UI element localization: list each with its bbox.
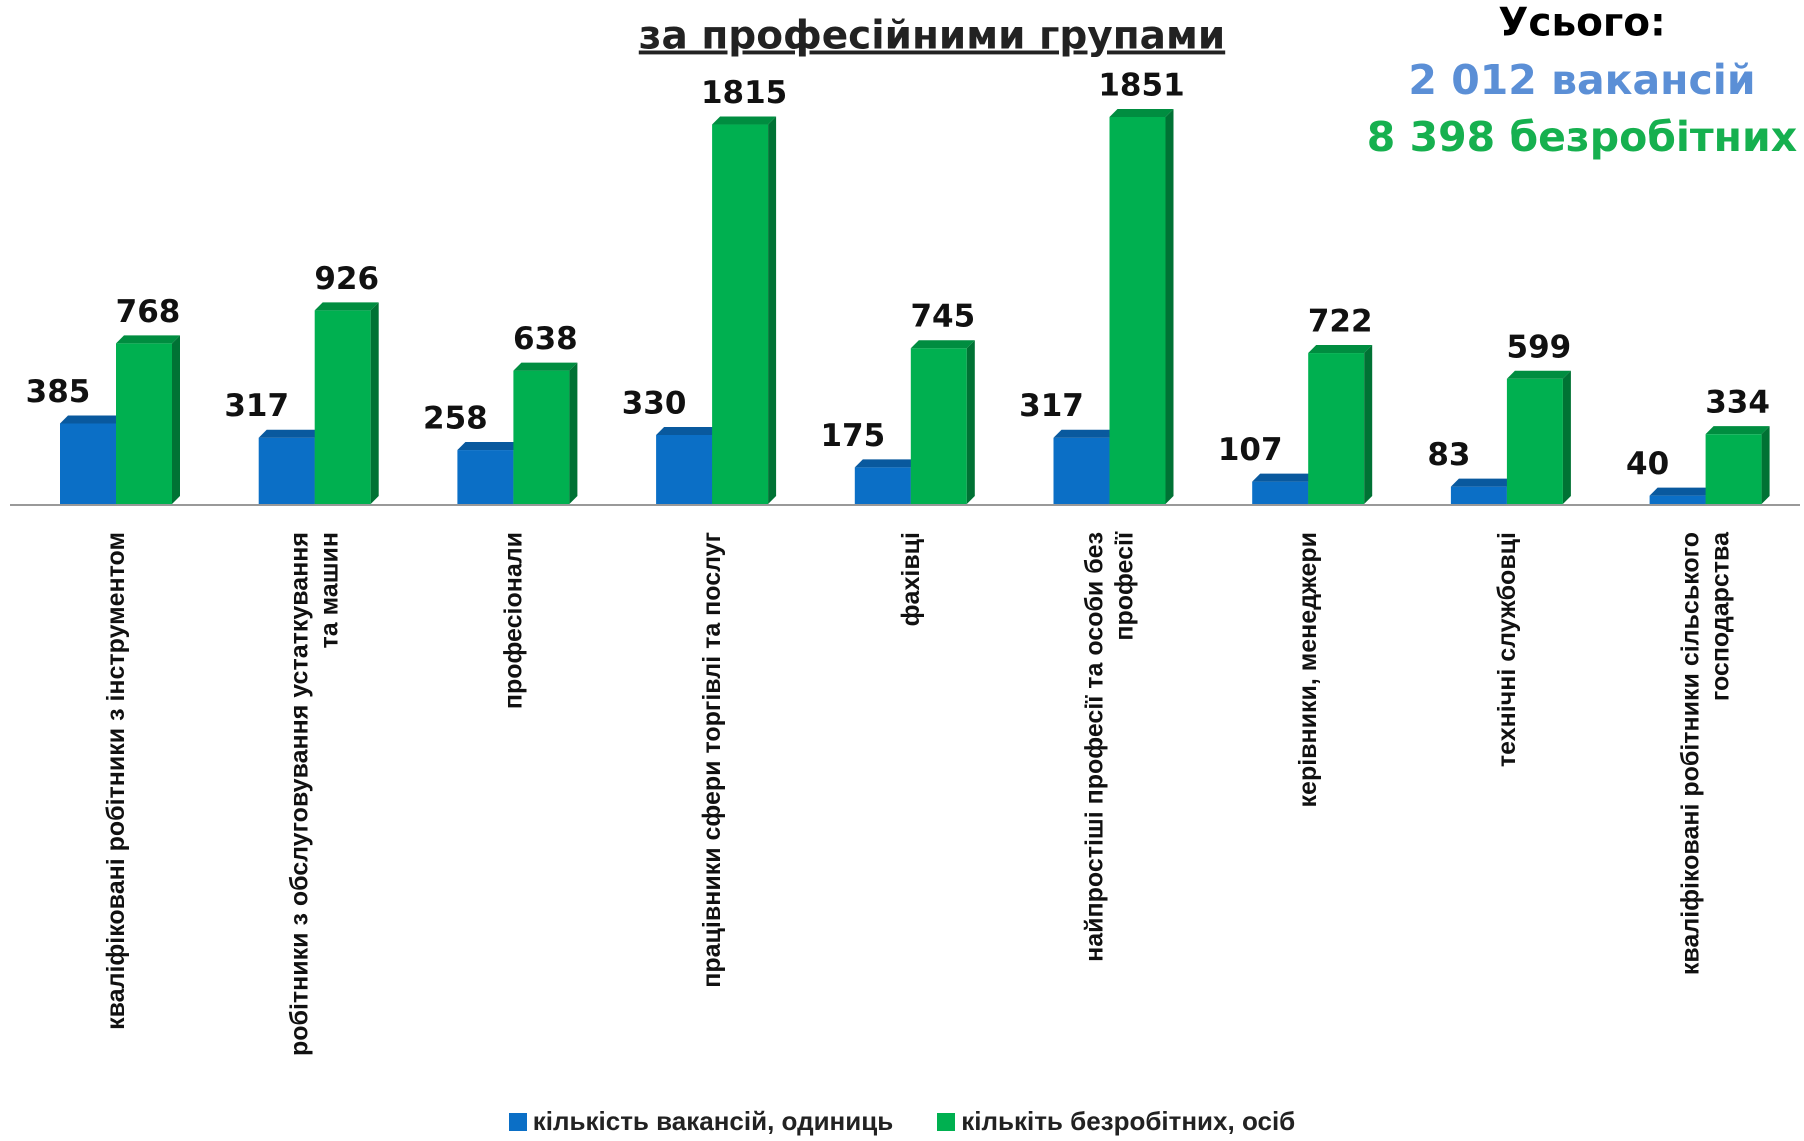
value-label: 334	[1705, 385, 1770, 421]
value-label: 926	[314, 261, 379, 297]
legend-label: кількість вакансій, одиниць	[532, 1106, 894, 1136]
value-label: 745	[910, 299, 975, 335]
bar-top	[712, 116, 777, 125]
value-label: 638	[513, 321, 578, 357]
x-tick-label: найпростіші професії та особи без профес…	[1080, 532, 1139, 962]
value-label: 1851	[1098, 68, 1184, 104]
bar-top	[1053, 429, 1118, 438]
bar	[258, 437, 315, 504]
value-label: 258	[423, 401, 488, 437]
bar	[656, 435, 713, 504]
x-tick-label: професіонали	[499, 532, 528, 710]
bar-top	[457, 442, 522, 451]
x-tick-label: працівники сфери торгівлі та послуг	[698, 532, 727, 988]
bar-top	[314, 302, 379, 311]
annotation: 2 012 вакансій	[1408, 56, 1755, 104]
bar-side	[569, 362, 578, 504]
bar	[854, 467, 911, 504]
bar-side	[1364, 345, 1373, 504]
bar-top	[1506, 370, 1571, 379]
bar-side	[1165, 109, 1174, 504]
value-label: 1815	[701, 75, 787, 111]
x-tick-label: робітники з обслуговування устаткування …	[285, 532, 344, 1056]
bar-top	[1649, 487, 1714, 496]
x-tick-label: кваліфіковані робітники з інструментом	[102, 532, 130, 1030]
value-label: 317	[1019, 388, 1084, 424]
bar	[513, 370, 570, 504]
bar	[1308, 353, 1365, 504]
legend-item: кількість вакансій, одиниць	[508, 1106, 894, 1137]
legend-swatch	[937, 1112, 956, 1131]
bar-top	[116, 335, 180, 344]
value-label: 385	[26, 374, 91, 410]
value-label: 40	[1626, 446, 1669, 482]
bar	[116, 343, 172, 504]
legend-swatch	[508, 1112, 527, 1131]
bar-top	[1705, 426, 1770, 435]
bar	[1109, 117, 1166, 504]
bar-top	[854, 459, 919, 468]
bar-top	[1450, 478, 1515, 487]
bar	[1705, 434, 1762, 504]
value-label: 722	[1308, 304, 1373, 340]
value-label: 330	[622, 386, 687, 422]
bar	[314, 310, 371, 504]
value-label: 599	[1507, 329, 1572, 365]
bar-top	[910, 340, 975, 349]
bar-side	[1761, 426, 1770, 504]
bar	[1053, 437, 1110, 504]
bar-side	[966, 340, 975, 504]
bar-top	[60, 415, 124, 424]
bar	[1252, 481, 1309, 504]
bar-top	[1252, 473, 1317, 482]
bar-side	[768, 116, 777, 505]
annotation: 8 398 безробітних	[1367, 113, 1797, 161]
bar-top	[656, 427, 721, 436]
value-label: 317	[224, 388, 289, 424]
annotation: Усього:	[1498, 1, 1665, 46]
bar	[712, 124, 769, 505]
bar	[910, 348, 967, 504]
legend: кількість вакансій, одиниць кількіть безр…	[0, 1106, 1804, 1137]
bar	[60, 423, 116, 504]
bar	[1450, 486, 1507, 504]
value-label: 83	[1427, 437, 1470, 473]
bar-side	[370, 302, 379, 504]
bar	[1506, 378, 1563, 504]
x-tick-label: фахівці	[896, 532, 925, 627]
x-tick-label: кваліфіковані робітники сільського госпо…	[1676, 532, 1735, 976]
legend-item: кількіть безробітних, осіб	[937, 1106, 1295, 1137]
bar	[457, 450, 514, 504]
bar-top	[1308, 345, 1373, 354]
bar-top	[258, 429, 323, 438]
bar-side	[1562, 370, 1571, 504]
bar	[1649, 495, 1706, 504]
value-label: 107	[1218, 432, 1283, 468]
value-label: 175	[820, 418, 885, 454]
x-tick-label: керівники, менеджери	[1294, 532, 1323, 808]
x-tick-label: технічні службовці	[1492, 532, 1521, 768]
bar-side	[172, 335, 180, 504]
legend-label: кількіть безробітних, осіб	[961, 1106, 1296, 1136]
bar-top	[513, 362, 578, 371]
value-label: 768	[116, 294, 181, 330]
chart-title: за професійними групами	[639, 14, 1225, 59]
bar-top	[1109, 109, 1174, 117]
